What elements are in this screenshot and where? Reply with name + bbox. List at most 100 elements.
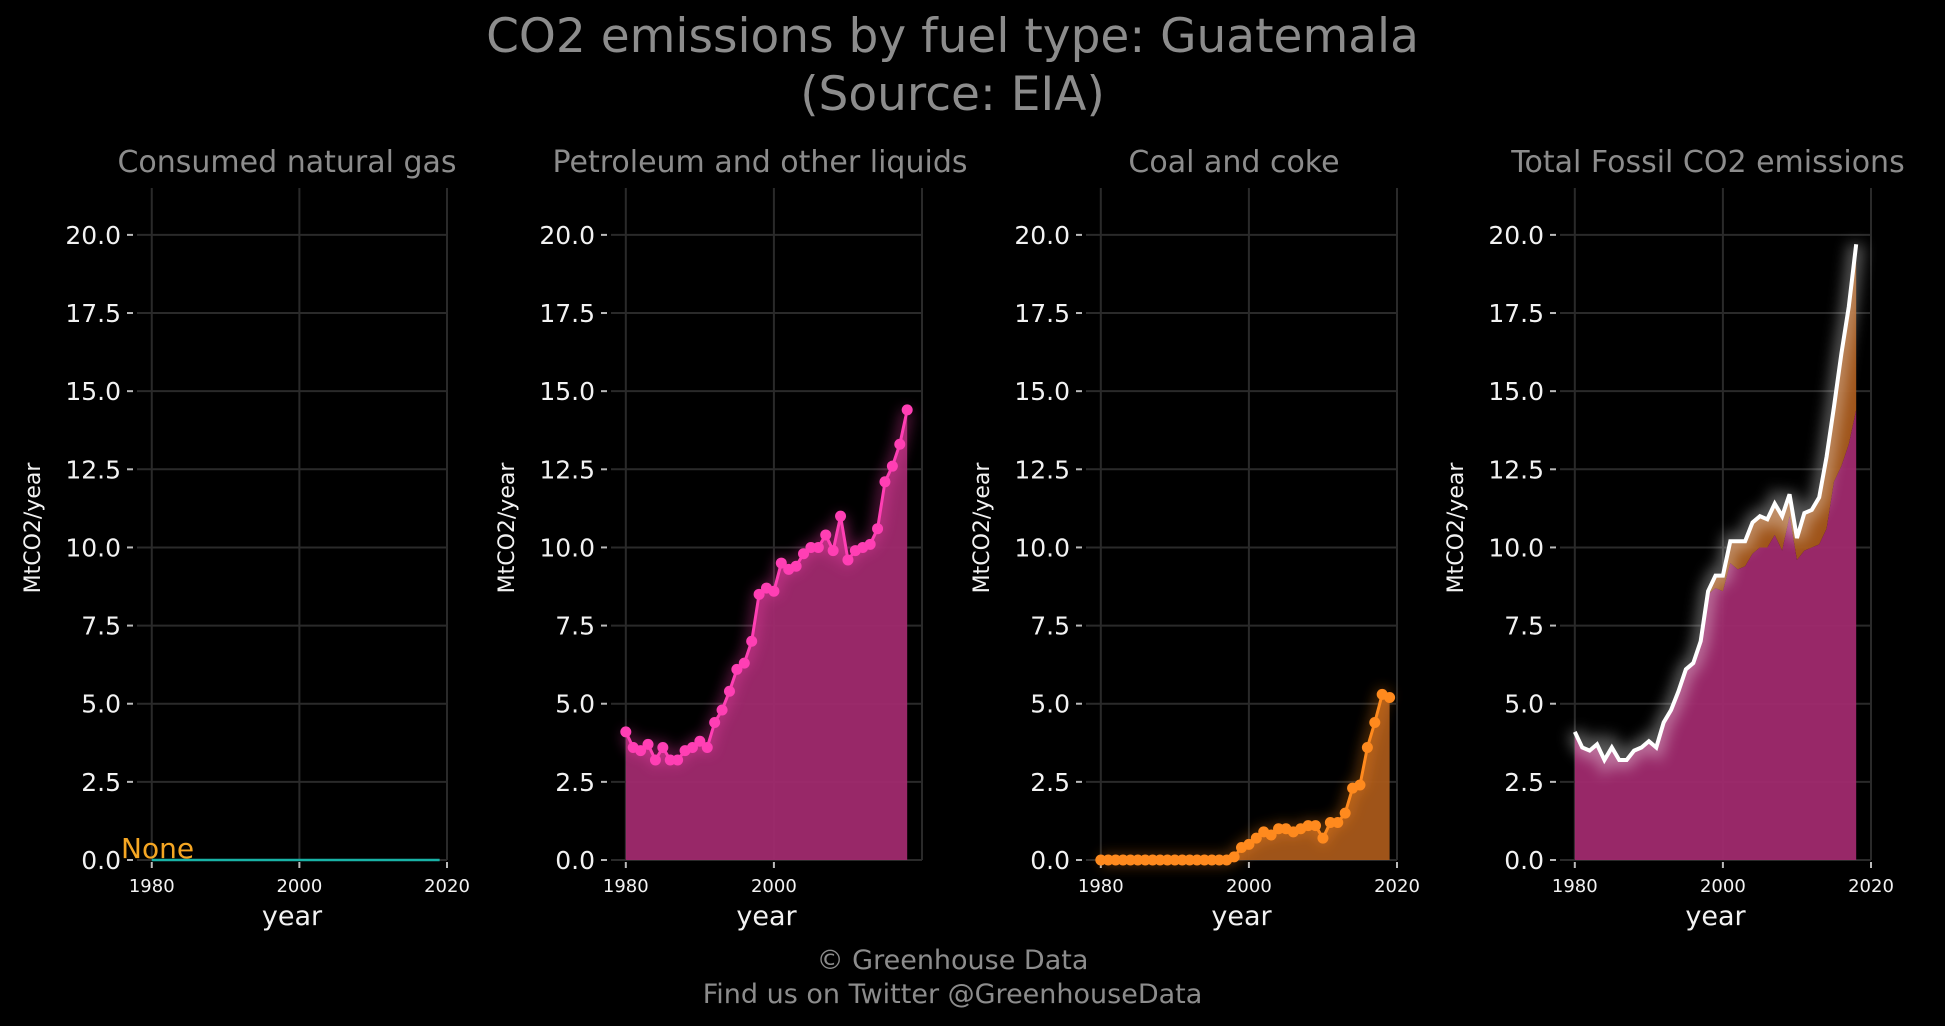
data-point-petroleum [746, 635, 758, 647]
y-tick-label: 17.5 [1014, 299, 1070, 328]
x-axis-label: year [262, 901, 323, 932]
x-axis-label: year [736, 901, 797, 932]
data-point-coal [1265, 829, 1277, 841]
chart-title-line2: (Source: EIA) [800, 67, 1105, 122]
y-tick-label: 0.0 [1030, 846, 1070, 875]
y-tick-label: 2.5 [555, 768, 595, 797]
y-tick-label: 7.5 [81, 612, 121, 641]
y-tick-label: 10.0 [65, 533, 121, 562]
data-point-petroleum [709, 716, 721, 728]
y-tick-label: 15.0 [65, 377, 121, 406]
y-tick-label: 5.0 [1504, 690, 1544, 719]
y-tick-label: 15.0 [1488, 377, 1544, 406]
y-tick-label: 7.5 [555, 612, 595, 641]
y-tick-label: 15.0 [1014, 377, 1070, 406]
panel-title: Coal and coke [1128, 145, 1339, 180]
y-tick-label: 12.5 [1488, 455, 1544, 484]
panel-title: Petroleum and other liquids [552, 145, 967, 180]
y-tick-label: 20.0 [65, 221, 121, 250]
data-point-petroleum [872, 523, 884, 535]
series-area-petroleum-stack [1574, 409, 1857, 860]
y-tick-label: 5.0 [81, 690, 121, 719]
data-point-coal [1332, 816, 1344, 828]
x-tick-label: 2000 [1700, 876, 1746, 897]
y-axis-label: MtCO2/year [495, 462, 520, 594]
data-point-petroleum [635, 745, 647, 757]
data-point-coal [1361, 741, 1373, 753]
data-point-petroleum [716, 704, 728, 716]
data-point-petroleum [864, 538, 876, 550]
y-tick-label: 20.0 [539, 221, 595, 250]
data-point-petroleum [768, 585, 780, 597]
data-point-petroleum [827, 545, 839, 557]
x-tick-label: 2000 [276, 876, 322, 897]
y-tick-label: 12.5 [1014, 455, 1070, 484]
x-tick-label: 1980 [603, 876, 649, 897]
data-point-coal [1310, 820, 1322, 832]
data-point-petroleum [790, 560, 802, 572]
series-area-petroleum [625, 409, 908, 860]
x-axis-label: year [1685, 901, 1746, 932]
data-point-petroleum [657, 741, 669, 753]
y-axis-label: MtCO2/year [21, 462, 46, 594]
x-tick-label: 1980 [1078, 876, 1124, 897]
chart-title: CO2 emissions by fuel type: Guatemala (S… [0, 8, 1905, 124]
data-point-coal [1384, 691, 1396, 703]
data-point-petroleum [812, 541, 824, 553]
data-point-petroleum [731, 663, 743, 675]
y-tick-label: 10.0 [1014, 533, 1070, 562]
data-point-petroleum [694, 735, 706, 747]
data-point-petroleum [886, 460, 898, 472]
y-tick-label: 17.5 [539, 299, 595, 328]
data-point-coal [1339, 807, 1351, 819]
data-point-petroleum [753, 588, 765, 600]
x-tick-label: 2000 [751, 876, 797, 897]
panel-petroleum: 0.0 2.5 5.0 7.5 10.0 12.5 15.0 17.5 20.0 1980 2000… [495, 145, 968, 932]
panel-total: 0.0 2.5 5.0 7.5 10.0 12.5 15.0 17.5 20.0 1980 2000… [1444, 145, 1905, 932]
footer: © Greenhouse Data Find us on Twitter @Gr… [0, 944, 1905, 1012]
y-tick-label: 2.5 [81, 768, 121, 797]
y-tick-label: 7.5 [1504, 612, 1544, 641]
panel-title: Consumed natural gas [117, 145, 456, 180]
data-point-petroleum [894, 438, 906, 450]
panel-gas: 0.0 2.5 5.0 7.5 10.0 12.5 15.0 17.5 20.0 1980 2000… [21, 145, 470, 932]
y-tick-label: 20.0 [1014, 221, 1070, 250]
y-tick-label: 5.0 [1030, 690, 1070, 719]
none-annotation: None [121, 832, 194, 865]
x-tick-label: 2020 [1374, 876, 1420, 897]
data-point-coal [1317, 832, 1329, 844]
x-tick-label: 2020 [424, 876, 470, 897]
x-tick-label: 1980 [1552, 876, 1598, 897]
data-point-petroleum [672, 754, 684, 766]
data-point-petroleum [649, 754, 661, 766]
y-tick-label: 5.0 [555, 690, 595, 719]
data-point-coal [1228, 851, 1240, 863]
data-point-petroleum [879, 476, 891, 488]
footer-twitter: Find us on Twitter @GreenhouseData [702, 979, 1203, 1010]
data-point-petroleum [620, 726, 632, 738]
y-tick-label: 10.0 [539, 533, 595, 562]
y-tick-label: 0.0 [555, 846, 595, 875]
data-point-coal [1369, 716, 1381, 728]
data-point-coal [1250, 832, 1262, 844]
data-point-petroleum [820, 529, 832, 541]
data-point-coal [1243, 838, 1255, 850]
y-tick-label: 15.0 [539, 377, 595, 406]
data-point-coal [1354, 779, 1366, 791]
data-point-petroleum [738, 657, 750, 669]
data-point-petroleum [642, 738, 654, 750]
series-area-coal [1100, 694, 1390, 860]
y-axis-label: MtCO2/year [970, 462, 995, 594]
footer-copyright: © Greenhouse Data [816, 945, 1089, 976]
x-axis-label: year [1211, 901, 1272, 932]
y-axis-label: MtCO2/year [1444, 462, 1469, 594]
y-tick-label: 17.5 [65, 299, 121, 328]
y-tick-label: 12.5 [539, 455, 595, 484]
y-tick-label: 7.5 [1030, 612, 1070, 641]
y-tick-label: 10.0 [1488, 533, 1544, 562]
panel-coal: 0.0 2.5 5.0 7.5 10.0 12.5 15.0 17.5 20.0 1980 2000… [970, 145, 1420, 932]
y-tick-label: 20.0 [1488, 221, 1544, 250]
x-tick-label: 2000 [1226, 876, 1272, 897]
data-point-petroleum [835, 510, 847, 522]
